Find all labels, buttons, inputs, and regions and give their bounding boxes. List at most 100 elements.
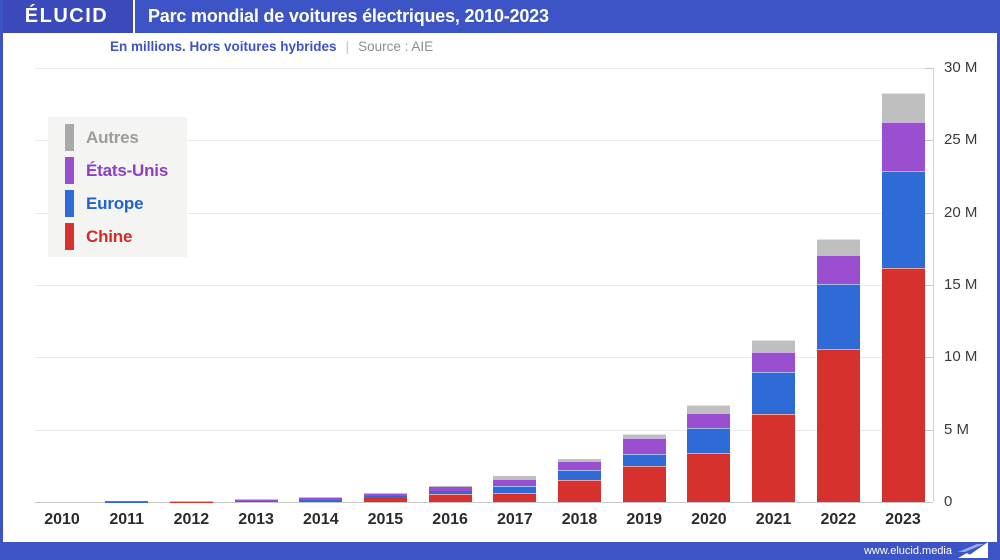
legend-item--tats-unis: États-Unis — [65, 154, 187, 187]
legend-label: États-Unis — [86, 160, 169, 180]
bar-segment-autres — [687, 405, 731, 414]
y-axis-label: 5 M — [944, 420, 970, 438]
bar-segment--tats-unis — [363, 493, 407, 497]
website-url: www.elucid.media — [863, 545, 952, 557]
x-axis-label-2012: 2012 — [173, 511, 210, 528]
y-axis-tick — [925, 68, 933, 69]
header-divider — [133, 0, 135, 33]
y-axis-label: 25 M — [944, 131, 978, 149]
y-axis-label: 15 M — [944, 276, 978, 293]
y-axis-tick — [925, 212, 933, 214]
x-axis-label-2020: 2020 — [691, 511, 727, 528]
x-axis-label-2015: 2015 — [367, 511, 404, 528]
bar-segment-europe — [363, 496, 407, 499]
bar-segment-chine — [752, 413, 796, 502]
y-axis-label: 0 — [944, 493, 953, 510]
bar-segment-europe — [299, 499, 343, 501]
x-axis-label-2018: 2018 — [561, 511, 598, 528]
bar-segment-autres — [622, 434, 666, 439]
x-axis-label-2016: 2016 — [432, 511, 468, 528]
bar-segment-chine — [299, 500, 343, 502]
bar-segment--tats-unis — [752, 351, 796, 372]
x-axis-label-2014: 2014 — [303, 511, 339, 528]
x-axis-label-2011: 2011 — [109, 511, 145, 528]
bar-segment-chine — [558, 479, 601, 502]
subtitle-separator: | — [345, 39, 350, 54]
bar-segment--tats-unis — [816, 254, 860, 284]
gridline — [35, 357, 933, 359]
gridline — [35, 212, 933, 214]
gridline — [35, 285, 933, 286]
x-axis-label-2019: 2019 — [626, 511, 662, 528]
x-axis-baseline — [35, 502, 933, 503]
x-axis-label-2023: 2023 — [885, 511, 921, 528]
bar-segment-chine — [493, 492, 537, 502]
y-axis-label: 20 M — [944, 203, 978, 221]
legend-item-europe: Europe — [65, 187, 187, 220]
bar-segment--tats-unis — [299, 497, 343, 500]
bar-segment-europe — [493, 486, 537, 493]
bar-segment-europe — [234, 500, 278, 502]
bar-segment--tats-unis — [558, 461, 601, 471]
bar-segment-chine — [428, 494, 472, 502]
y-axis-line — [933, 68, 934, 502]
bar-segment-autres — [752, 339, 796, 352]
elucid-logo-text: ÉLUCID — [24, 5, 109, 27]
elucid-logo: ÉLUCID — [0, 0, 133, 33]
elucid-arrow-icon — [958, 542, 988, 558]
gridline — [35, 140, 933, 142]
bar-segment-autres — [428, 485, 472, 487]
footer-bar: www.elucid.media — [0, 542, 1000, 560]
left-border — [0, 0, 3, 560]
x-axis-label-2017: 2017 — [497, 511, 533, 528]
legend-label: Autres — [86, 127, 139, 147]
legend-swatch — [65, 223, 74, 250]
bar-segment--tats-unis — [428, 486, 472, 492]
chart-subtitle: En millions. Hors voitures hybrides — [110, 39, 337, 54]
bar-segment-autres — [881, 92, 925, 122]
header-bar: ÉLUCID Parc mondial de voitures électriq… — [0, 0, 1000, 33]
page-title: Parc mondial de voitures électriques, 20… — [148, 6, 549, 26]
bar-segment-autres — [816, 238, 860, 255]
legend-item-autres: Autres — [65, 121, 187, 154]
bar-segment--tats-unis — [493, 478, 537, 487]
legend-label: Europe — [86, 193, 144, 213]
bar-segment--tats-unis — [881, 121, 925, 171]
y-axis-tick — [925, 357, 933, 359]
legend-swatch — [65, 124, 74, 151]
bar-segment-europe — [687, 428, 731, 453]
bar-segment-chine — [622, 465, 666, 502]
legend-swatch — [65, 190, 74, 217]
legend: Autres États-Unis Europe Chine — [48, 117, 187, 257]
bar-segment-europe — [558, 470, 601, 480]
x-axis-label-2013: 2013 — [238, 511, 274, 528]
bar-segment-europe — [752, 371, 796, 414]
bar-segment--tats-unis — [169, 500, 213, 502]
bar-segment-europe — [881, 170, 925, 268]
subtitle-row: En millions. Hors voitures hybrides | Sour… — [110, 36, 433, 58]
source-label: Source : AIE — [358, 39, 434, 54]
x-axis-label-2010: 2010 — [44, 511, 80, 528]
bar-segment--tats-unis — [234, 499, 278, 501]
gridline — [35, 429, 933, 431]
bar-segment-chine — [234, 501, 278, 502]
x-axis-label-2021: 2021 — [755, 511, 792, 528]
bar-segment-chine — [687, 452, 731, 502]
legend-swatch — [65, 157, 74, 184]
gridline — [35, 68, 933, 69]
bar-segment-europe — [622, 453, 666, 466]
bar-segment-autres — [493, 476, 537, 479]
y-axis-tick — [925, 502, 933, 503]
right-border — [997, 0, 1000, 560]
y-axis-tick — [925, 285, 933, 286]
legend-label: Chine — [86, 226, 133, 246]
bar-segment-autres — [558, 458, 601, 462]
bar-segment-chine — [363, 498, 407, 502]
bar-segment--tats-unis — [622, 438, 666, 454]
y-axis-tick — [925, 429, 933, 431]
legend-item-chine: Chine — [65, 220, 187, 253]
bar-segment-autres — [363, 493, 407, 494]
bar-segment-chine — [881, 267, 925, 502]
y-axis-label: 10 M — [944, 348, 978, 366]
